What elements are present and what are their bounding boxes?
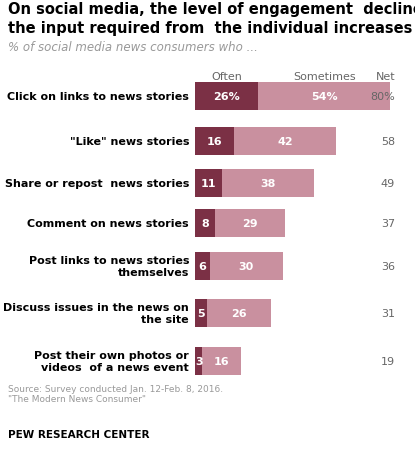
Text: 29: 29 [242,219,258,229]
Bar [207,299,271,327]
Text: 54%: 54% [311,92,337,102]
Bar [195,170,222,198]
Bar [259,83,390,111]
Bar [195,210,215,238]
Bar [195,253,210,281]
Text: Click on links to news stories: Click on links to news stories [7,92,189,102]
Text: 58: 58 [381,137,395,147]
Bar [195,299,207,327]
Text: Share or repost  news stories: Share or repost news stories [5,179,189,189]
Text: 31: 31 [381,308,395,318]
Text: Post their own photos or
videos  of a news event: Post their own photos or videos of a new… [34,350,189,372]
Text: the input required from  the individual increases: the input required from the individual i… [8,21,413,36]
Bar [203,347,241,375]
Text: Source: Survey conducted Jan. 12-Feb. 8, 2016.
"The Modern News Consumer": Source: Survey conducted Jan. 12-Feb. 8,… [8,384,223,403]
Text: 8: 8 [201,219,209,229]
Text: 26: 26 [231,308,247,318]
Text: 3: 3 [195,356,203,366]
Text: 30: 30 [239,262,254,272]
Bar [210,253,283,281]
Text: 37: 37 [381,219,395,229]
Text: 19: 19 [381,356,395,366]
Text: 26%: 26% [213,92,240,102]
Text: 80%: 80% [370,92,395,102]
Text: 5: 5 [197,308,205,318]
Text: Sometimes: Sometimes [293,72,356,82]
Text: Often: Often [211,72,242,82]
Text: PEW RESEARCH CENTER: PEW RESEARCH CENTER [8,429,149,439]
Text: Net: Net [376,72,395,82]
Text: 38: 38 [261,179,276,189]
Text: % of social media news consumers who ...: % of social media news consumers who ... [8,41,258,54]
Text: On social media, the level of engagement  declines as: On social media, the level of engagement… [8,2,415,17]
Text: Post links to news stories
themselves: Post links to news stories themselves [29,256,189,277]
Text: 49: 49 [381,179,395,189]
Bar [195,128,234,156]
Text: 16: 16 [214,356,229,366]
Text: 42: 42 [277,137,293,147]
Bar [222,170,315,198]
Text: 11: 11 [201,179,216,189]
Bar [195,347,203,375]
Text: 6: 6 [198,262,206,272]
Bar [195,83,259,111]
Text: 16: 16 [207,137,222,147]
Text: Discuss issues in the news on
the site: Discuss issues in the news on the site [3,303,189,324]
Text: Comment on news stories: Comment on news stories [27,219,189,229]
Bar [234,128,337,156]
Bar [215,210,285,238]
Text: 36: 36 [381,262,395,272]
Text: "Like" news stories: "Like" news stories [69,137,189,147]
